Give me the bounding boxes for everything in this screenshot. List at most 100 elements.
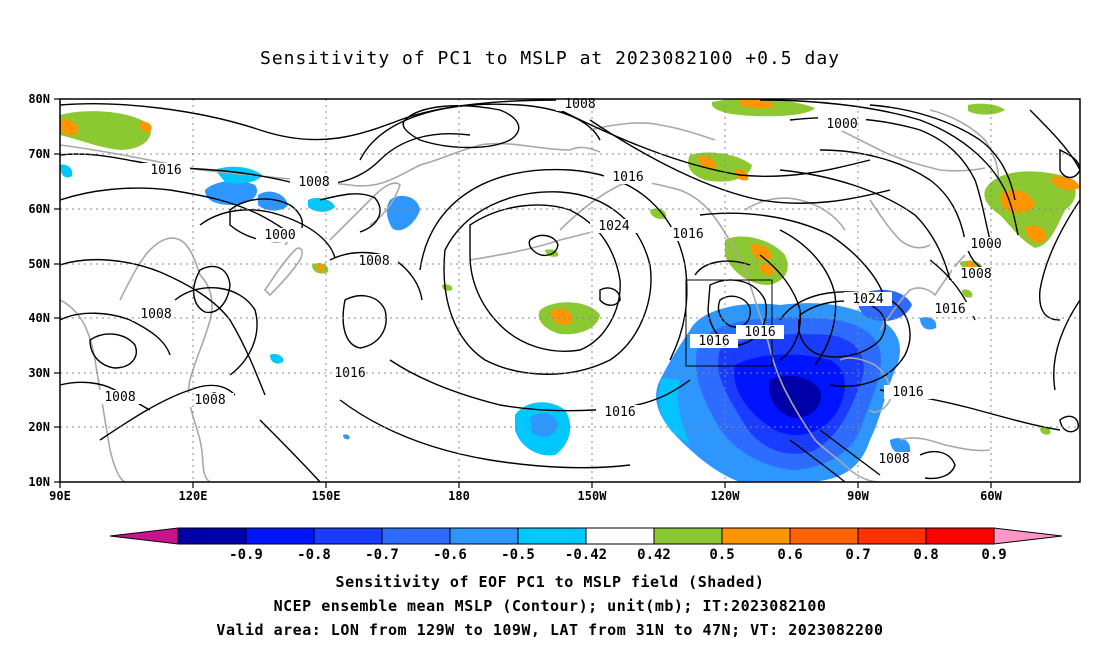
colorbar-swatch — [449, 527, 519, 545]
contour-label: 1008 — [186, 393, 234, 408]
svg-text:1008: 1008 — [194, 393, 225, 408]
contour-label: 1016 — [664, 227, 712, 242]
lat-tick-label: 30N — [28, 366, 50, 380]
lat-tick-label: 40N — [28, 311, 50, 325]
lon-tick-label: 90W — [847, 489, 869, 503]
coast-na-east — [879, 254, 966, 331]
coast-greenland — [929, 109, 1000, 186]
colorbar-label: -0.5 — [501, 547, 535, 563]
negative-region-east — [920, 317, 937, 330]
coast-alaska — [559, 181, 746, 271]
colorbar-swatch — [653, 527, 723, 545]
mslp-contours — [60, 99, 1080, 482]
lon-tick-label: 60W — [980, 489, 1002, 503]
colorbar-label: 0.8 — [913, 547, 938, 563]
colorbar-low-arrow — [109, 527, 179, 545]
svg-text:1024: 1024 — [598, 219, 629, 234]
contour-labels: 1008 1000 1016 1008 1000 1008 1024 1016 … — [96, 97, 1010, 467]
colorbar-swatch — [925, 527, 995, 545]
coast-hudson — [869, 199, 931, 249]
colorbar-label: 0.7 — [845, 547, 870, 563]
contour-label: 1016 — [926, 302, 974, 317]
contour-label: 1008 — [952, 267, 1000, 282]
contour-high-pacific — [469, 204, 621, 352]
colorbar-swatch — [517, 527, 587, 545]
contour-label: 1008 — [290, 175, 338, 190]
lon-tick-label: 120W — [711, 489, 741, 503]
svg-text:1024: 1024 — [852, 292, 883, 307]
svg-text:1016: 1016 — [672, 227, 703, 242]
svg-text:1008: 1008 — [878, 452, 909, 467]
colorbar-swatch — [245, 527, 315, 545]
negative-region-deepest — [769, 375, 822, 418]
svg-text:1016: 1016 — [150, 163, 181, 178]
colorbar-label: 0.42 — [637, 547, 671, 563]
map-title: Sensitivity of PC1 to MSLP at 2023082100… — [259, 48, 840, 69]
colorbar-label: -0.6 — [433, 547, 467, 563]
svg-text:1008: 1008 — [104, 390, 135, 405]
lon-tick-label: 180 — [448, 489, 470, 503]
contour-1000-asia — [229, 198, 304, 243]
coast-canada-arctic — [819, 119, 986, 172]
svg-text:1000: 1000 — [264, 228, 295, 243]
lat-tick-label: 60N — [28, 202, 50, 216]
contour-label: 1008 — [96, 390, 144, 405]
colorbar-swatch — [857, 527, 927, 545]
svg-text:1000: 1000 — [970, 237, 1001, 252]
contour-label: 1016 — [604, 170, 652, 185]
svg-text:1016: 1016 — [698, 334, 729, 349]
coast-kamchatka — [329, 182, 401, 241]
contour-label: 1000 — [256, 228, 304, 243]
colorbar-label: 0.6 — [777, 547, 802, 563]
svg-text:1008: 1008 — [960, 267, 991, 282]
svg-text:1016: 1016 — [892, 385, 923, 400]
lat-tick-label: 50N — [28, 257, 50, 271]
contour-label: 1008 — [350, 254, 398, 269]
contour-1016-west — [99, 384, 236, 441]
contour-label: 1016 — [596, 405, 644, 420]
colorbar-swatch — [789, 527, 859, 545]
lon-tick-label: 150E — [312, 489, 341, 503]
latitude-labels: 10N 20N 30N 40N 50N 60N 70N 80N — [28, 92, 50, 489]
contour-1016-na — [759, 254, 802, 361]
svg-text:1008: 1008 — [140, 307, 171, 322]
coast-japan — [263, 247, 303, 297]
colorbar — [109, 527, 1063, 545]
colorbar-label: -0.8 — [297, 547, 331, 563]
svg-text:1000: 1000 — [826, 117, 857, 132]
lat-tick-label: 20N — [28, 420, 50, 434]
colorbar-high-arrow — [993, 527, 1063, 545]
caption-line-2: NCEP ensemble mean MSLP (Contour); unit(… — [273, 597, 827, 615]
positive-region-north — [60, 111, 151, 150]
colorbar-label: -0.9 — [229, 547, 263, 563]
contour-label: 1024 — [844, 292, 892, 307]
lon-tick-label: 120E — [179, 489, 208, 503]
colorbar-swatch — [313, 527, 383, 545]
colorbar-label: 0.5 — [709, 547, 734, 563]
contour-label: 1016 — [690, 334, 738, 349]
colorbar-swatch — [177, 527, 247, 545]
colorbar-labels: -0.9 -0.8 -0.7 -0.6 -0.5 -0.42 0.42 0.5 0.6 0.7 0.… — [229, 547, 1007, 563]
colorbar-label: 0.9 — [981, 547, 1006, 563]
lat-tick-label: 10N — [28, 475, 50, 489]
lat-lon-grid — [60, 99, 1080, 482]
colorbar-label: -0.7 — [365, 547, 399, 563]
caption-line-1: Sensitivity of EOF PC1 to MSLP field (Sh… — [335, 573, 765, 591]
contour-label: 1024 — [590, 219, 638, 234]
svg-text:1016: 1016 — [744, 325, 775, 340]
contour-label: 1016 — [884, 385, 932, 400]
lon-tick-label: 90E — [49, 489, 71, 503]
lat-tick-label: 80N — [28, 92, 50, 106]
svg-text:1008: 1008 — [564, 97, 595, 112]
lat-tick-label: 70N — [28, 147, 50, 161]
contour-label: 1000 — [818, 117, 866, 132]
lon-tick-label: 150W — [578, 489, 608, 503]
caption-line-3: Valid area: LON from 129W to 109W, LAT f… — [216, 621, 884, 639]
colorbar-swatch — [381, 527, 451, 545]
colorbar-swatch — [721, 527, 791, 545]
valid-area-box — [685, 279, 773, 367]
colorbar-label: -0.42 — [565, 547, 607, 563]
contour-label: 1008 — [132, 307, 180, 322]
colorbar-swatch — [585, 527, 655, 545]
svg-text:1008: 1008 — [358, 254, 389, 269]
